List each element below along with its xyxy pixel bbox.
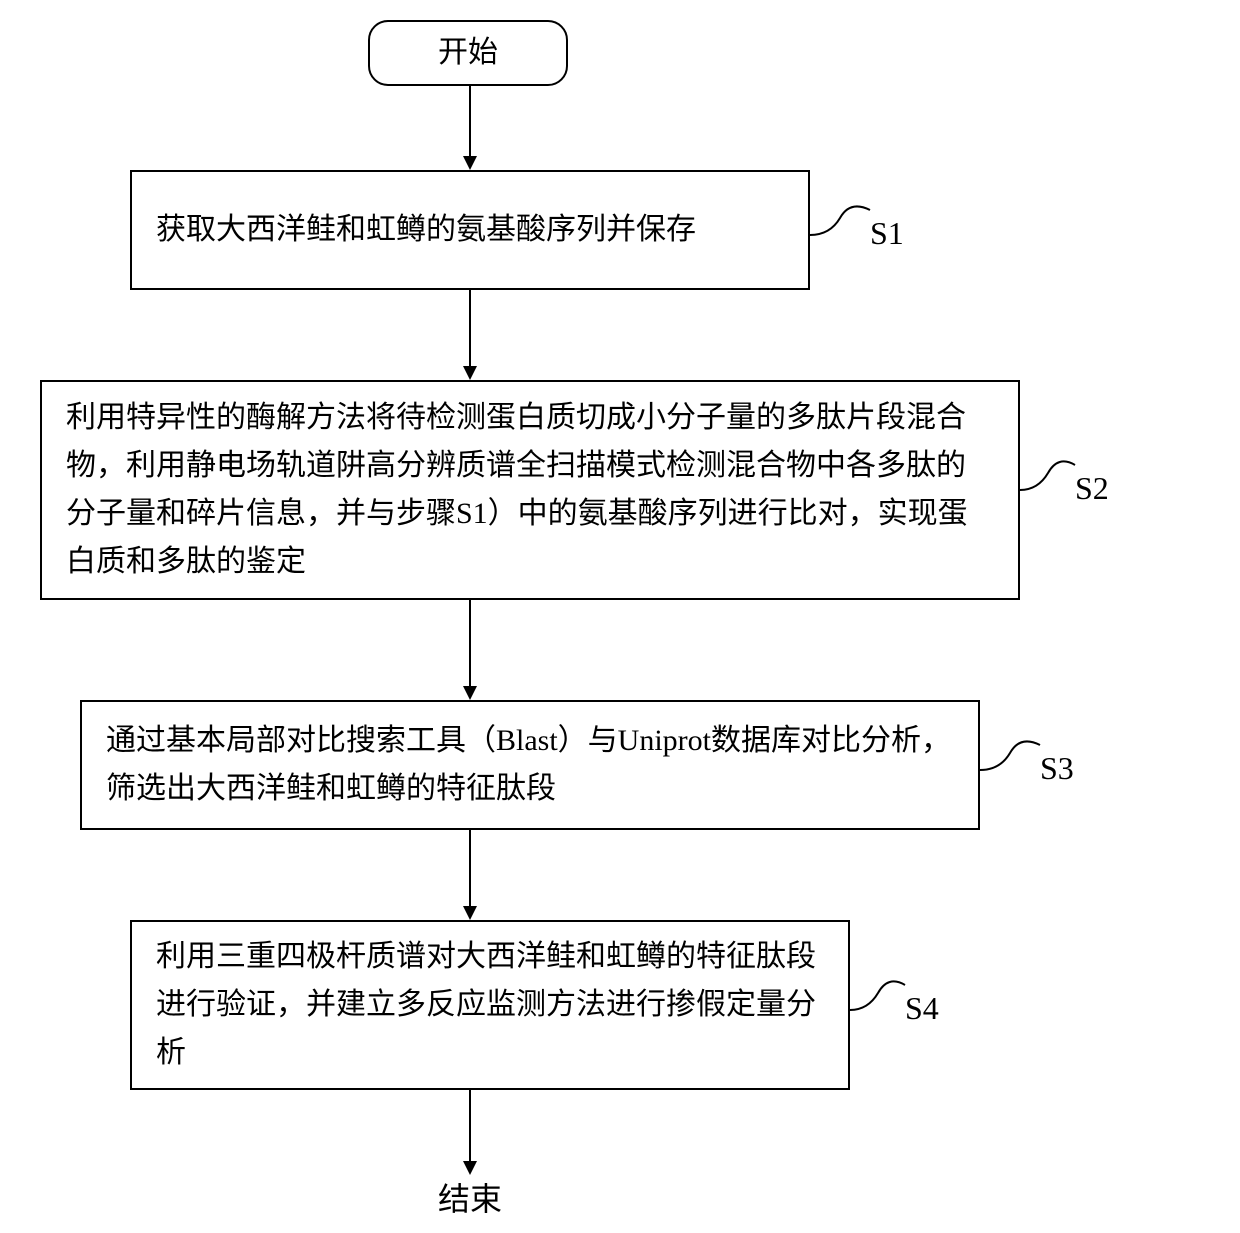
process-node-s2: 利用特异性的酶解方法将待检测蛋白质切成小分子量的多肽片段混合物，利用静电场轨道阱…	[40, 380, 1020, 600]
start-node: 开始	[368, 20, 568, 86]
step-label-s2: S2	[1075, 470, 1109, 507]
s3-text: 通过基本局部对比搜索工具（Blast）与Uniprot数据库对比分析，筛选出大西…	[106, 717, 954, 813]
process-node-s4: 利用三重四极杆质谱对大西洋鲑和虹鳟的特征肽段进行验证，并建立多反应监测方法进行掺…	[130, 920, 850, 1090]
step-label-s1: S1	[870, 215, 904, 252]
end-label: 结束	[438, 1174, 502, 1225]
arrow-s2-s3	[460, 600, 480, 700]
label-connector-s4	[850, 975, 905, 1025]
label-connector-s2	[1020, 455, 1075, 505]
s4-text: 利用三重四极杆质谱对大西洋鲑和虹鳟的特征肽段进行验证，并建立多反应监测方法进行掺…	[156, 933, 824, 1077]
arrow-s1-s2	[460, 290, 480, 380]
step-label-s4: S4	[905, 990, 939, 1027]
flowchart-container: 开始 获取大西洋鲑和虹鳟的氨基酸序列并保存 S1 利用特异性的酶解方法将待检测蛋…	[0, 0, 1240, 1233]
process-node-s1: 获取大西洋鲑和虹鳟的氨基酸序列并保存	[130, 170, 810, 290]
label-connector-s3	[980, 735, 1040, 785]
label-connector-s1	[810, 200, 870, 250]
end-node: 结束	[430, 1180, 510, 1220]
step-label-s3: S3	[1040, 750, 1074, 787]
arrow-s4-end	[460, 1090, 480, 1175]
process-node-s3: 通过基本局部对比搜索工具（Blast）与Uniprot数据库对比分析，筛选出大西…	[80, 700, 980, 830]
start-label: 开始	[438, 29, 498, 77]
arrow-s3-s4	[460, 830, 480, 920]
s1-text: 获取大西洋鲑和虹鳟的氨基酸序列并保存	[156, 206, 696, 254]
arrow-start-s1	[460, 86, 480, 170]
s2-text: 利用特异性的酶解方法将待检测蛋白质切成小分子量的多肽片段混合物，利用静电场轨道阱…	[66, 394, 994, 586]
